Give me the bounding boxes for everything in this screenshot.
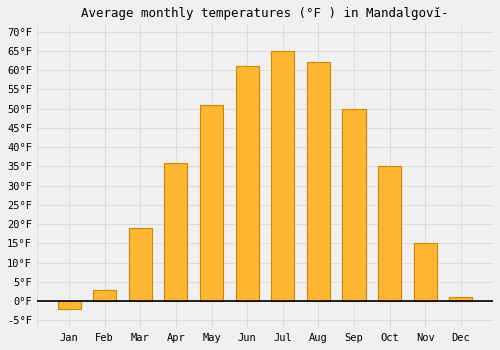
Bar [449, 298, 472, 301]
Bar [128, 228, 152, 301]
Bar [271, 51, 294, 301]
Bar [93, 290, 116, 301]
Bar [307, 62, 330, 301]
Bar [342, 108, 365, 301]
Bar [164, 162, 188, 301]
Bar [414, 244, 436, 301]
Title: Average monthly temperatures (°F ) in Mandalgovĭ-: Average monthly temperatures (°F ) in Ma… [81, 7, 448, 20]
Bar [378, 166, 401, 301]
Bar [236, 66, 258, 301]
Bar [200, 105, 223, 301]
Bar [58, 301, 80, 309]
